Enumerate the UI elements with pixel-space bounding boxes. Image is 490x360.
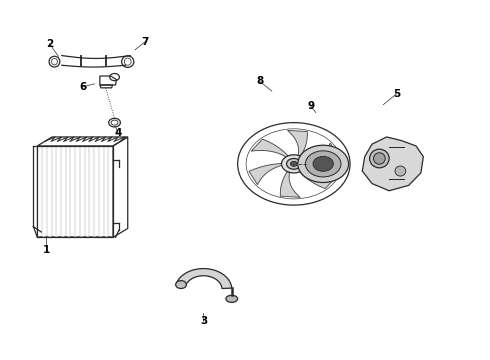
Text: 3: 3 bbox=[200, 316, 207, 325]
Circle shape bbox=[287, 158, 301, 169]
Text: 2: 2 bbox=[46, 39, 53, 49]
Circle shape bbox=[313, 156, 333, 171]
Polygon shape bbox=[249, 163, 282, 185]
Circle shape bbox=[298, 145, 348, 183]
Text: 4: 4 bbox=[114, 129, 122, 138]
Text: 9: 9 bbox=[307, 102, 315, 112]
Text: 1: 1 bbox=[43, 245, 50, 255]
Circle shape bbox=[291, 161, 297, 166]
Polygon shape bbox=[362, 137, 423, 191]
Polygon shape bbox=[177, 269, 232, 288]
Polygon shape bbox=[300, 171, 337, 189]
Text: 5: 5 bbox=[393, 89, 400, 99]
Polygon shape bbox=[251, 139, 288, 157]
Polygon shape bbox=[288, 130, 307, 156]
Ellipse shape bbox=[373, 153, 385, 164]
Ellipse shape bbox=[226, 295, 238, 302]
Ellipse shape bbox=[175, 281, 186, 288]
Polygon shape bbox=[280, 172, 300, 197]
Circle shape bbox=[305, 151, 341, 177]
Text: 8: 8 bbox=[256, 76, 263, 86]
Ellipse shape bbox=[369, 149, 389, 168]
Ellipse shape bbox=[395, 166, 406, 176]
Text: 6: 6 bbox=[79, 82, 86, 92]
Polygon shape bbox=[306, 143, 339, 164]
Circle shape bbox=[281, 155, 306, 173]
Text: 7: 7 bbox=[141, 37, 148, 47]
